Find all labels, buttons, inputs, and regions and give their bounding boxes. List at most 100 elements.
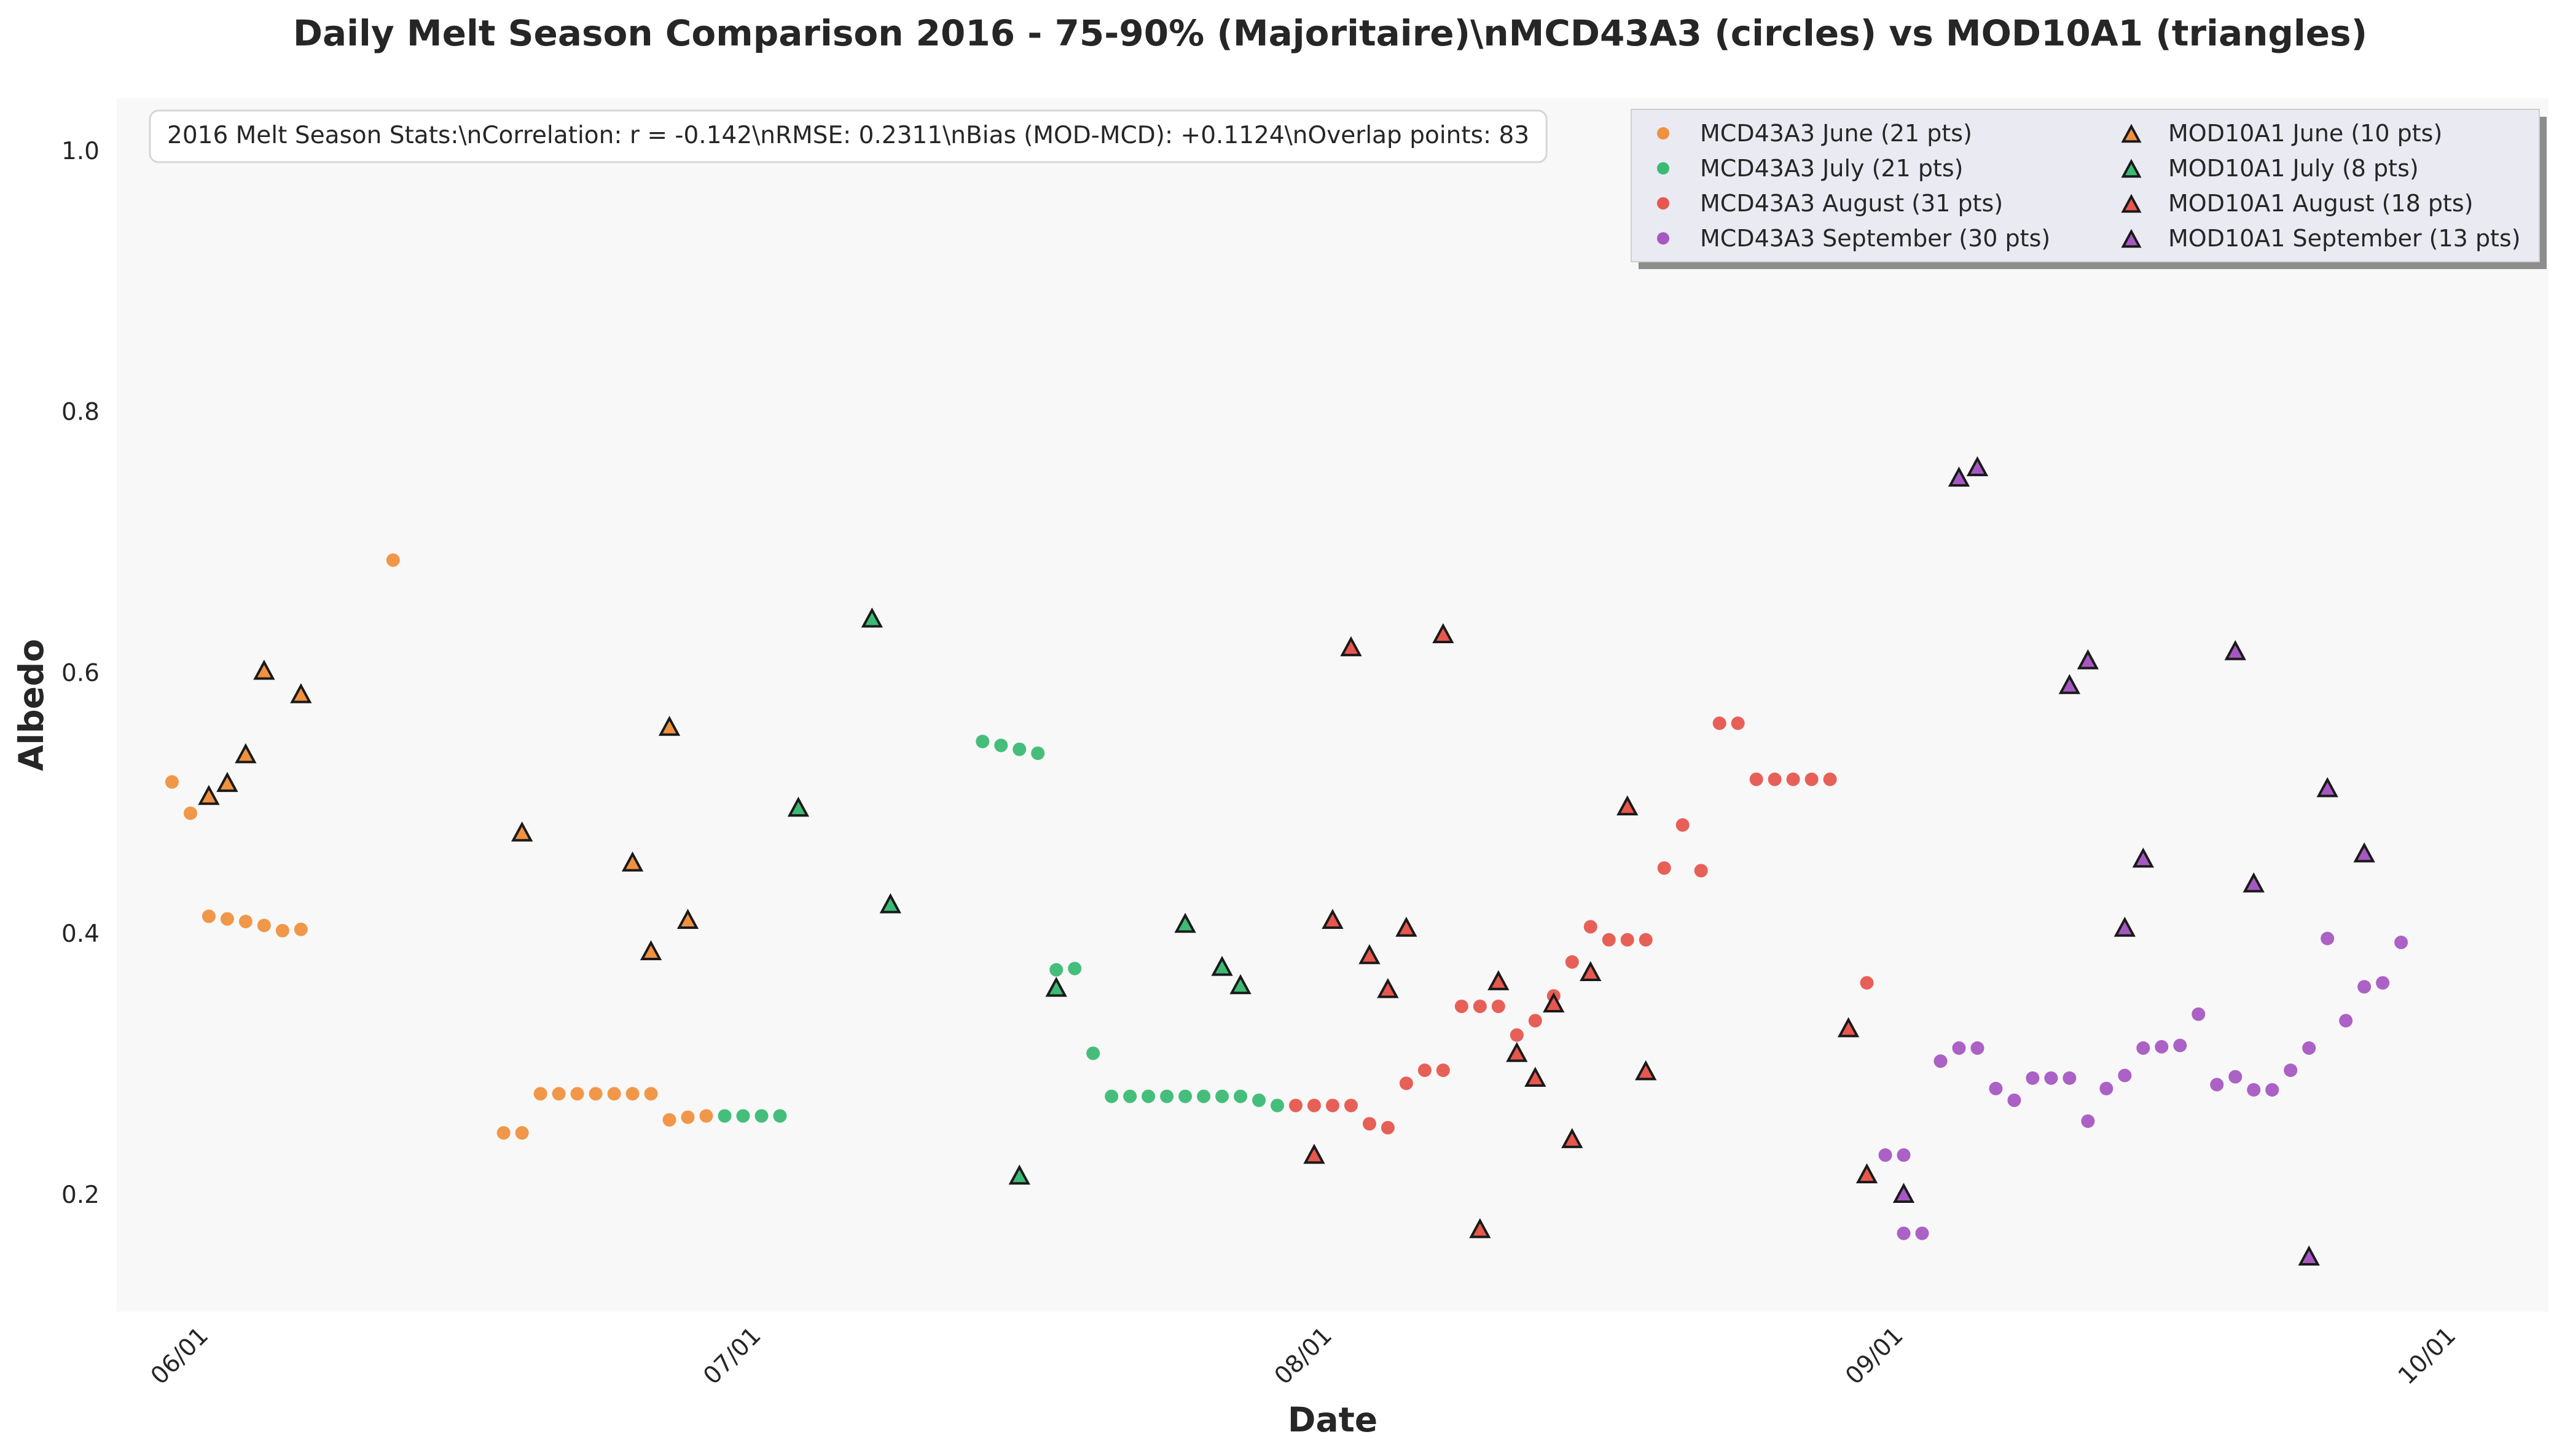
mcd43a3-point [773, 1109, 787, 1123]
mod10a1-point [1561, 1128, 1583, 1148]
mod10a1-point [2113, 917, 2136, 937]
mcd43a3-point [1289, 1098, 1303, 1113]
legend-label: MCD43A3 September (30 pts) [1700, 225, 2050, 252]
y-tick-label: 1.0 [61, 138, 100, 165]
mod10a1-point [1432, 623, 1454, 643]
mcd43a3-point [1897, 1148, 1911, 1162]
legend-label: MCD43A3 July (21 pts) [1700, 155, 1964, 182]
legend-label: MCD43A3 June (21 pts) [1700, 120, 1972, 147]
mod10a1-point [879, 893, 902, 914]
mcd43a3-point [2394, 936, 2408, 950]
stats-box: 2016 Melt Season Stats:\nCorrelation: r … [149, 109, 1548, 163]
mcd43a3-point [607, 1087, 621, 1101]
mcd43a3-point [1528, 1014, 1542, 1028]
mcd43a3-point [2265, 1082, 2279, 1097]
mcd43a3-point [1399, 1076, 1413, 1090]
mcd43a3-point [1731, 716, 1745, 730]
mod10a1-point [640, 940, 662, 961]
mcd43a3-point [1123, 1089, 1137, 1103]
mcd43a3-point [754, 1109, 769, 1123]
mcd43a3-point [238, 915, 253, 929]
mod10a1-point [1855, 1163, 1878, 1184]
legend-label: MOD10A1 September (13 pts) [2168, 225, 2521, 252]
mcd43a3-point [220, 912, 234, 926]
mod10a1-point [1580, 961, 1602, 981]
mcd43a3-point [1989, 1081, 2003, 1095]
mcd43a3-point [533, 1087, 547, 1101]
mcd43a3-point [1694, 864, 1708, 878]
mcd43a3-point [1105, 1089, 1119, 1103]
mod10a1-point [861, 607, 883, 628]
mcd43a3-point [2099, 1081, 2113, 1095]
legend-marker [1657, 127, 1669, 139]
mod10a1-point [1487, 970, 1510, 990]
mcd43a3-point [1252, 1093, 1266, 1107]
legend-marker [2121, 123, 2142, 143]
mod10a1-point [1543, 992, 1565, 1012]
mcd43a3-point [2339, 1014, 2353, 1028]
mod10a1-point [1948, 466, 1970, 487]
mcd43a3-point [1823, 772, 1837, 786]
mod10a1-point [2316, 777, 2338, 797]
mcd43a3-point [1639, 933, 1653, 947]
mcd43a3-point [1215, 1089, 1229, 1103]
mcd43a3-point [1749, 772, 1763, 786]
mcd43a3-point [1620, 933, 1634, 947]
mcd43a3-point [1565, 955, 1579, 969]
mcd43a3-point [294, 922, 308, 936]
data-marks [165, 456, 2408, 1266]
mcd43a3-point [2228, 1070, 2243, 1084]
mcd43a3-point [2376, 976, 2390, 990]
mcd43a3-point [552, 1087, 566, 1101]
mcd43a3-point [2192, 1007, 2206, 1021]
mcd43a3-point [1160, 1089, 1174, 1103]
chart-title: Daily Melt Season Comparison 2016 - 75-9… [293, 12, 2367, 54]
mod10a1-point [1966, 456, 1989, 477]
mod10a1-point [253, 659, 275, 680]
mcd43a3-point [1602, 933, 1616, 947]
mcd43a3-point [2007, 1093, 2021, 1107]
mcd43a3-point [2063, 1071, 2077, 1085]
mcd43a3-point [994, 738, 1008, 753]
mod10a1-point [235, 743, 257, 764]
mcd43a3-point [1804, 772, 1819, 786]
mcd43a3-point [1915, 1226, 1929, 1240]
mcd43a3-point [1970, 1041, 1984, 1055]
mcd43a3-point [1197, 1089, 1211, 1103]
mcd43a3-point [1068, 961, 1082, 976]
mcd43a3-point [1344, 1098, 1358, 1113]
mcd43a3-point [1013, 742, 1027, 756]
mcd43a3-point [2155, 1039, 2169, 1054]
mcd43a3-point [1878, 1148, 1892, 1162]
mcd43a3-point [1510, 1028, 1524, 1042]
mod10a1-point [511, 821, 533, 842]
mod10a1-point [1837, 1017, 1860, 1038]
mcd43a3-point [1952, 1041, 1966, 1055]
mcd43a3-point [1491, 1000, 1505, 1014]
mod10a1-point [1395, 917, 1417, 937]
mcd43a3-point [2026, 1071, 2040, 1085]
y-axis-label: Albedo [12, 639, 51, 771]
mcd43a3-point [2302, 1041, 2316, 1055]
mod10a1-point [1506, 1042, 1528, 1062]
mod10a1-point [1174, 912, 1196, 933]
mcd43a3-point [1049, 963, 1064, 977]
mcd43a3-point [2321, 931, 2335, 945]
mod10a1-point [290, 683, 312, 703]
legend-label: MCD43A3 August (31 pts) [1700, 190, 2003, 217]
mcd43a3-point [1583, 920, 1597, 934]
y-tick-label: 0.2 [61, 1181, 100, 1209]
mcd43a3-point [257, 918, 271, 933]
mcd43a3-point [718, 1109, 732, 1123]
mcd43a3-point [2118, 1068, 2132, 1082]
mcd43a3-point [589, 1087, 603, 1101]
mcd43a3-point [570, 1087, 584, 1101]
mcd43a3-point [681, 1110, 695, 1124]
mod10a1-point [198, 785, 220, 805]
mod10a1-point [676, 909, 699, 930]
mcd43a3-point [1473, 1000, 1487, 1014]
mcd43a3-point [1860, 976, 1874, 990]
y-tick-label: 0.4 [61, 920, 100, 948]
stats-box-frame [149, 109, 1548, 163]
